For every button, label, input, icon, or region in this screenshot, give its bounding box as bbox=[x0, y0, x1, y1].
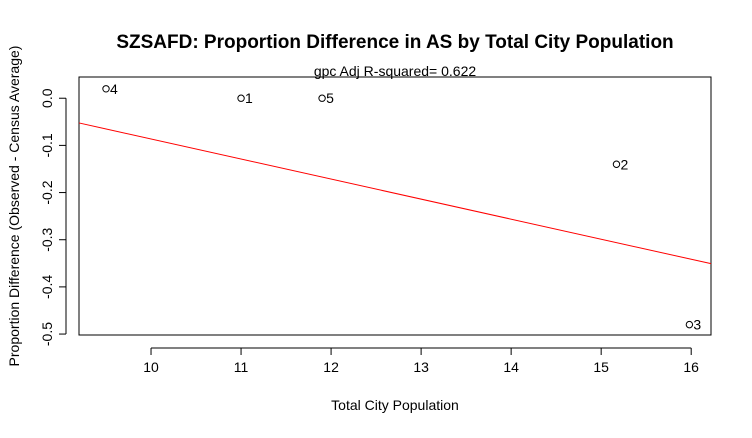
y-tick-label: -0.5 bbox=[39, 322, 55, 346]
data-point bbox=[237, 94, 245, 102]
plot-frame bbox=[78, 76, 712, 336]
x-tick-label: 13 bbox=[413, 359, 429, 375]
chart-subtitle: gpc Adj R-squared= 0.622 bbox=[314, 63, 476, 79]
y-tick-label: 0.0 bbox=[39, 88, 55, 108]
regression-line bbox=[78, 122, 712, 265]
y-axis-label: Proportion Difference (Observed - Census… bbox=[6, 46, 22, 367]
x-tick-label: 10 bbox=[143, 359, 159, 375]
data-point bbox=[318, 94, 326, 102]
data-point bbox=[685, 320, 694, 329]
data-point bbox=[102, 85, 110, 93]
data-point-label: 3 bbox=[693, 317, 701, 333]
data-point-label: 4 bbox=[110, 81, 118, 97]
x-tick-label: 16 bbox=[683, 359, 699, 375]
y-tick-label: -0.2 bbox=[39, 180, 55, 204]
data-point-label: 5 bbox=[326, 90, 334, 106]
chart-title: SZSAFD: Proportion Difference in AS by T… bbox=[116, 32, 673, 53]
y-tick-label: -0.4 bbox=[39, 275, 55, 299]
x-axis-label: Total City Population bbox=[331, 397, 459, 413]
data-point-label: 2 bbox=[620, 156, 628, 172]
x-tick-label: 12 bbox=[323, 359, 339, 375]
y-tick-label: -0.3 bbox=[39, 227, 55, 251]
plot-area: 10 11 12 13 14 15 160.0-0.1-0.2-0.3-0.4-0.5123… bbox=[39, 76, 712, 375]
data-point bbox=[612, 160, 621, 168]
x-tick-label: 14 bbox=[503, 359, 519, 375]
data-point-label: 1 bbox=[245, 90, 253, 106]
x-tick-label: 11 bbox=[234, 359, 249, 375]
x-tick-label: 15 bbox=[593, 359, 609, 375]
y-tick-label: -0.1 bbox=[39, 133, 55, 157]
